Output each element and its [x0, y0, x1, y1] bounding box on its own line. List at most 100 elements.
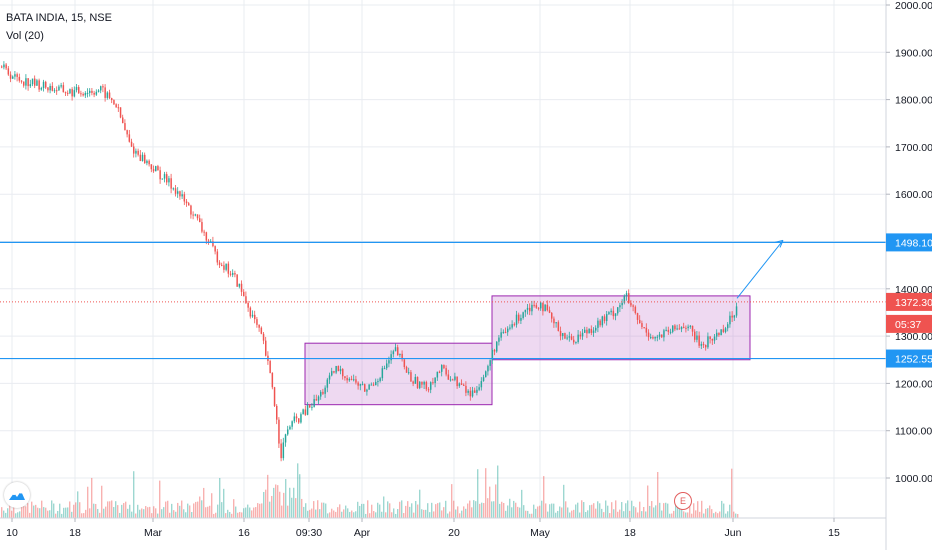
volume-bar [603, 512, 605, 518]
volume-bar [273, 487, 275, 518]
volume-bar [265, 489, 267, 518]
volume-bar [695, 510, 697, 518]
price-tags: 1498.10 1372.30 05:37 1252.55 [886, 233, 932, 368]
time-tick-label: 10 [6, 527, 18, 539]
price-axis[interactable]: 2000.001900.001800.001700.001600.001500.… [885, 0, 932, 550]
volume-bar [225, 513, 227, 518]
volume-bar [13, 506, 15, 518]
volume-bar [281, 505, 283, 518]
candle-body [696, 335, 698, 340]
volume-bar [423, 509, 425, 518]
candle-body [478, 387, 480, 390]
tradingview-logo-icon[interactable] [4, 482, 30, 508]
volume-bar [125, 501, 127, 518]
volume-bar [105, 506, 107, 518]
volume-bar [639, 501, 641, 518]
candle-body [23, 81, 25, 86]
candle-body [496, 341, 498, 352]
time-axis[interactable]: 10 18 Mar 16 09:30 Apr 20 May 18 Jun 15 [0, 517, 886, 539]
volume-bar [345, 505, 347, 518]
candle-body [718, 332, 720, 336]
time-tick-label: 15 [828, 527, 840, 539]
volume-bar [411, 503, 413, 518]
volume-bar [203, 487, 205, 518]
volume-bar [621, 502, 623, 518]
candle-body [447, 374, 450, 380]
candle-body [469, 390, 472, 397]
candle-body [245, 296, 247, 303]
volume-bar [501, 501, 503, 518]
volume-bar [181, 500, 183, 518]
volume-bar [253, 507, 255, 518]
candle-body [683, 326, 685, 328]
candle-body [621, 302, 623, 306]
candle-body [179, 191, 181, 197]
candle-body [445, 368, 447, 375]
volume-bar [155, 508, 157, 518]
arrow-shaft[interactable] [736, 240, 784, 299]
candle-body [113, 100, 115, 105]
earnings-marker-icon[interactable]: E [674, 492, 692, 510]
volume-bar [529, 513, 531, 518]
candle-body [238, 283, 241, 287]
volume-bar [431, 502, 433, 518]
candle-body [680, 326, 683, 330]
candle-body [711, 339, 714, 341]
volume-bar [367, 500, 369, 518]
volume-bar [631, 500, 633, 518]
candle-body [137, 150, 139, 155]
volume-bar [259, 503, 261, 518]
volume-bar [503, 502, 505, 518]
candle-body [102, 86, 104, 88]
volume-bar [183, 509, 185, 518]
candle-body [480, 381, 483, 388]
volume-bar [497, 465, 499, 518]
candle-body [203, 231, 205, 233]
volume-bar [307, 510, 309, 518]
arrow-head[interactable] [774, 239, 784, 248]
volume-bar [519, 507, 521, 518]
volume-bar [537, 506, 539, 518]
volume-bar [605, 500, 607, 518]
volume-bar [139, 509, 141, 518]
volume-bar [471, 507, 473, 518]
candle-body [595, 327, 597, 331]
volume-bar [249, 507, 251, 518]
candle-body [465, 385, 467, 393]
candle-body [493, 349, 496, 352]
candle-body [421, 381, 423, 385]
volume-bar [373, 511, 375, 518]
candle-body [284, 434, 287, 443]
candle-body [562, 333, 564, 337]
candle-body [658, 334, 661, 337]
volume-bar [123, 503, 125, 518]
symbol-title[interactable]: BATA INDIA, 15, NSE [6, 12, 112, 24]
volume-bar [257, 503, 259, 518]
candle-body [273, 387, 276, 406]
horizontal-line-drawings[interactable] [0, 241, 886, 360]
arrow-drawing[interactable] [736, 239, 784, 299]
candle-body [144, 154, 146, 164]
price-tick-label: 2000.00 [895, 0, 932, 12]
candle-body [581, 332, 584, 337]
candle-body [414, 376, 417, 384]
candle-body [577, 334, 579, 343]
candle-body [170, 178, 172, 189]
volume-bar [237, 512, 239, 518]
volume-bar [167, 500, 169, 518]
candle-body [722, 329, 725, 332]
candle-body [727, 324, 729, 329]
volume-bar [533, 504, 535, 518]
volume-bar [599, 503, 601, 518]
consolidation-box-2[interactable] [491, 295, 751, 361]
candle-body [518, 314, 520, 321]
candle-body [546, 304, 549, 311]
candle-body [212, 241, 214, 247]
candle-body [124, 123, 126, 131]
candle-body [498, 337, 500, 342]
time-tick-label: 18 [624, 527, 636, 539]
volume-bar [291, 497, 293, 518]
volume-indicator-title[interactable]: Vol (20) [6, 30, 44, 42]
candle-body [150, 164, 153, 170]
